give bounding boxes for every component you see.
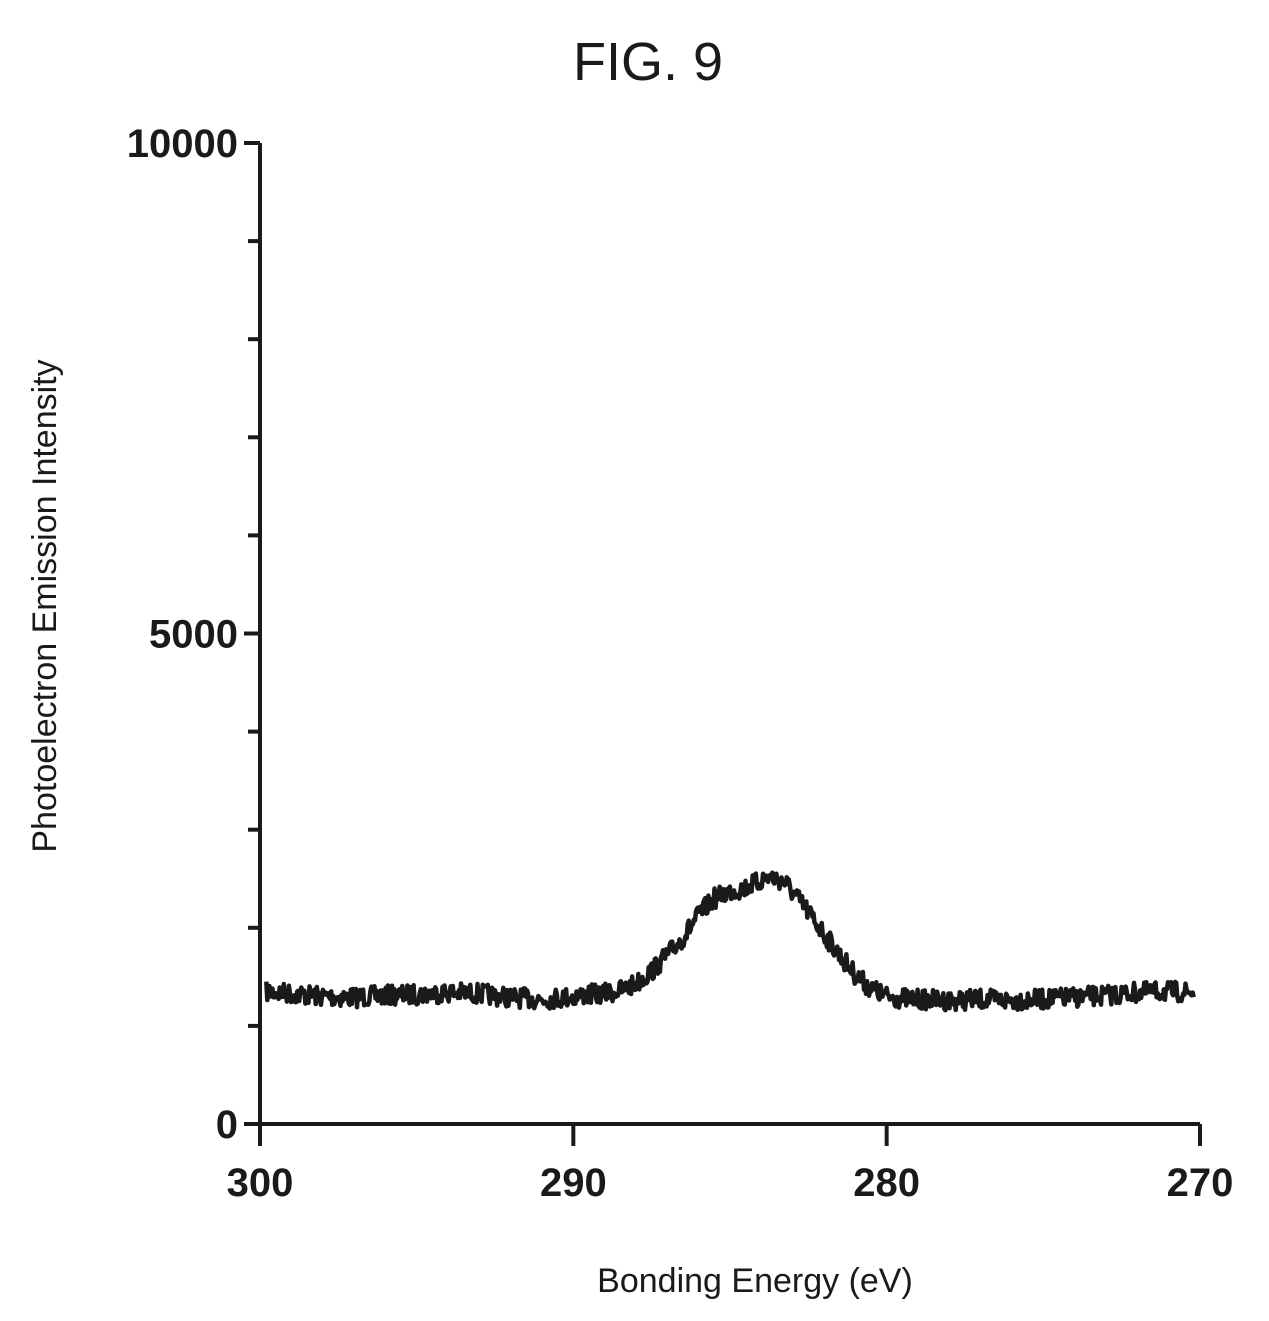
chart-title: FIG. 9 (573, 32, 723, 92)
x-ticks: 300 290 280 270 (227, 1124, 1234, 1205)
y-ticks: 0 5000 10000 (127, 122, 260, 1147)
y-tick-label: 5000 (149, 613, 238, 657)
plot-area: 0 5000 10000 300 290 280 270 (127, 122, 1234, 1205)
x-tick-label: 270 (1167, 1161, 1234, 1205)
y-tick-label: 10000 (127, 122, 238, 166)
series-layer (264, 870, 1196, 1013)
x-axis-label: Bonding Energy (eV) (597, 1262, 913, 1300)
x-tick-label: 300 (227, 1161, 294, 1205)
series-line (264, 870, 1196, 1013)
y-tick-label: 0 (216, 1103, 238, 1147)
y-axis-label: Photoelectron Emission Intensity (26, 359, 64, 852)
x-tick-label: 290 (540, 1161, 607, 1205)
x-tick-label: 280 (853, 1161, 920, 1205)
